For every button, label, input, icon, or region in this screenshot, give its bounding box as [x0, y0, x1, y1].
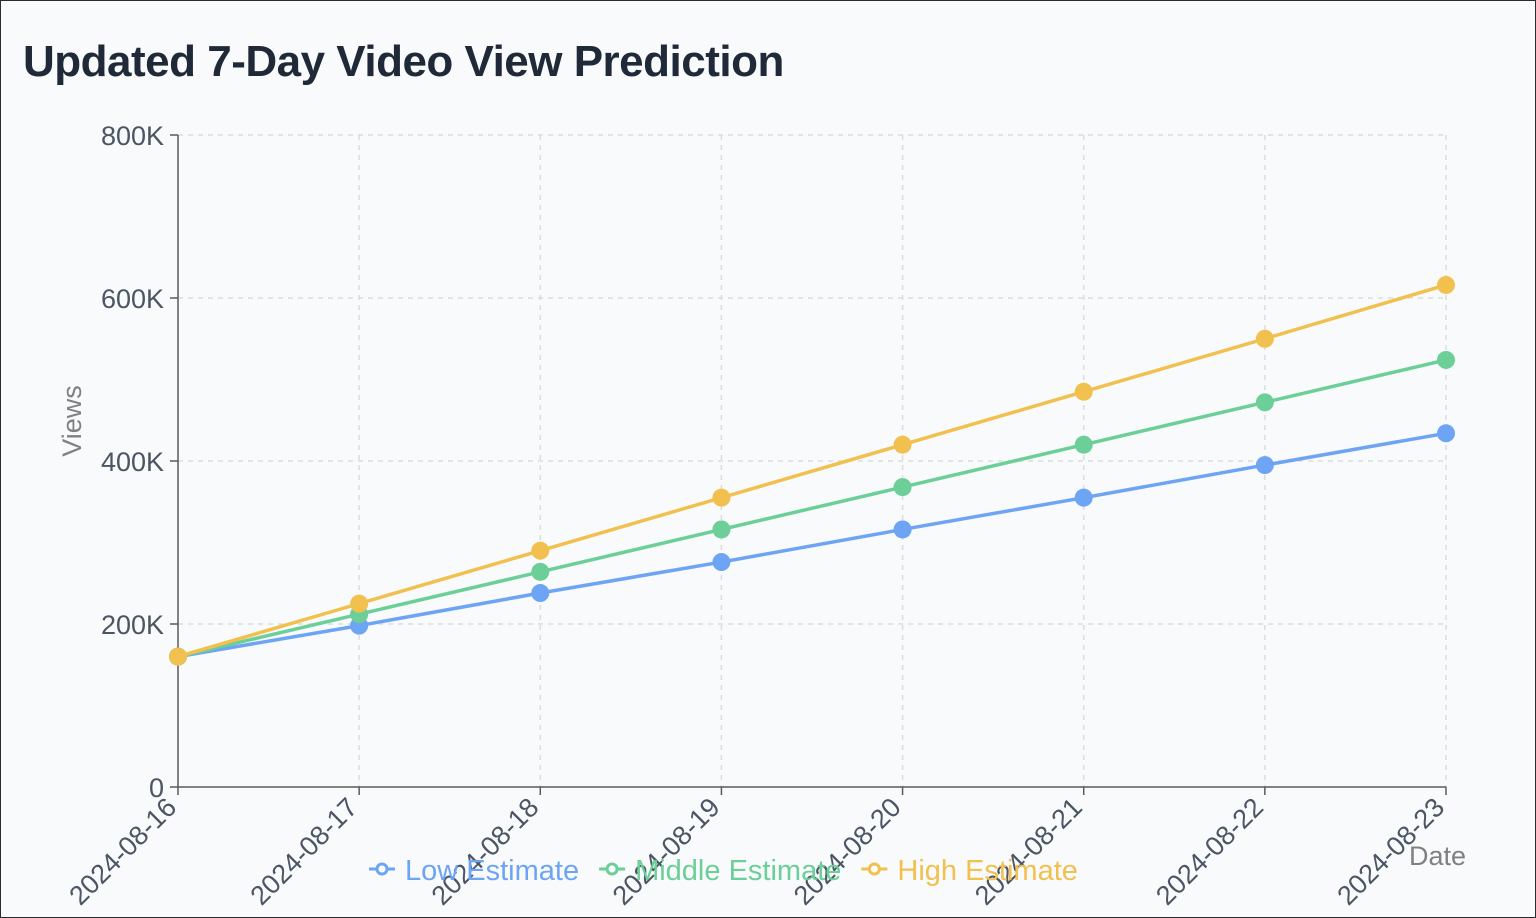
data-point[interactable]: [1074, 435, 1093, 454]
x-tick-label: 2024-08-20: [788, 792, 907, 911]
data-point[interactable]: [350, 594, 369, 613]
x-tick-label: 2024-08-17: [245, 792, 364, 911]
y-tick-label: 0: [149, 773, 164, 803]
series-line: [176, 283, 1448, 659]
legend-marker-icon: [375, 862, 389, 876]
legend-label: Middle Estimate: [635, 855, 841, 887]
x-axis-title: Date: [1409, 841, 1466, 871]
data-point[interactable]: [712, 520, 731, 539]
x-tick-label: 2024-08-21: [969, 792, 1088, 911]
data-point[interactable]: [1437, 350, 1455, 369]
series-line: [176, 358, 1448, 659]
axes: 0 200K 400K 600K 800K 2024-08-16 2024-08-17 202…: [57, 121, 1466, 911]
series-line: [176, 431, 1448, 659]
legend-item[interactable]: Low Estimate: [369, 855, 579, 887]
series: [169, 275, 1455, 666]
y-tick-label: 400K: [101, 447, 164, 477]
y-tick-label: 800K: [101, 121, 164, 151]
data-point[interactable]: [893, 478, 912, 497]
grid: [178, 134, 1447, 787]
legend-marker-icon: [605, 862, 619, 876]
data-point[interactable]: [531, 541, 550, 560]
data-point[interactable]: [169, 647, 187, 666]
data-point[interactable]: [1074, 488, 1093, 507]
data-point[interactable]: [893, 520, 912, 539]
legend-label: High Estimate: [897, 855, 1078, 887]
legend: Low Estimate Middle Estimate High Estimate: [369, 855, 1078, 887]
legend-item[interactable]: High Estimate: [861, 855, 1078, 887]
series-high-estimate: [169, 275, 1455, 666]
data-point[interactable]: [531, 584, 550, 603]
data-point[interactable]: [1074, 382, 1093, 401]
legend-label: Low Estimate: [405, 855, 579, 887]
data-point[interactable]: [531, 562, 550, 581]
y-tick-label: 200K: [101, 610, 164, 640]
data-point[interactable]: [712, 553, 731, 572]
data-point[interactable]: [1437, 275, 1455, 294]
data-point[interactable]: [1255, 329, 1274, 348]
data-point[interactable]: [712, 488, 731, 507]
data-point[interactable]: [1437, 424, 1455, 443]
series-middle-estimate: [169, 350, 1455, 666]
legend-marker-icon: [867, 862, 881, 876]
data-point[interactable]: [1255, 393, 1274, 412]
x-tick-label: 2024-08-16: [63, 792, 182, 911]
legend-item[interactable]: Middle Estimate: [599, 855, 841, 887]
x-tick-label: 2024-08-22: [1150, 792, 1269, 911]
x-tick-label: 2024-08-19: [607, 792, 726, 911]
data-point[interactable]: [893, 435, 912, 454]
x-tick-label: 2024-08-18: [426, 792, 545, 911]
data-point[interactable]: [1255, 456, 1274, 475]
chart-title: Updated 7-Day Video View Prediction: [23, 37, 784, 86]
y-tick-label: 600K: [101, 284, 164, 314]
y-axis-title: Views: [57, 385, 87, 457]
